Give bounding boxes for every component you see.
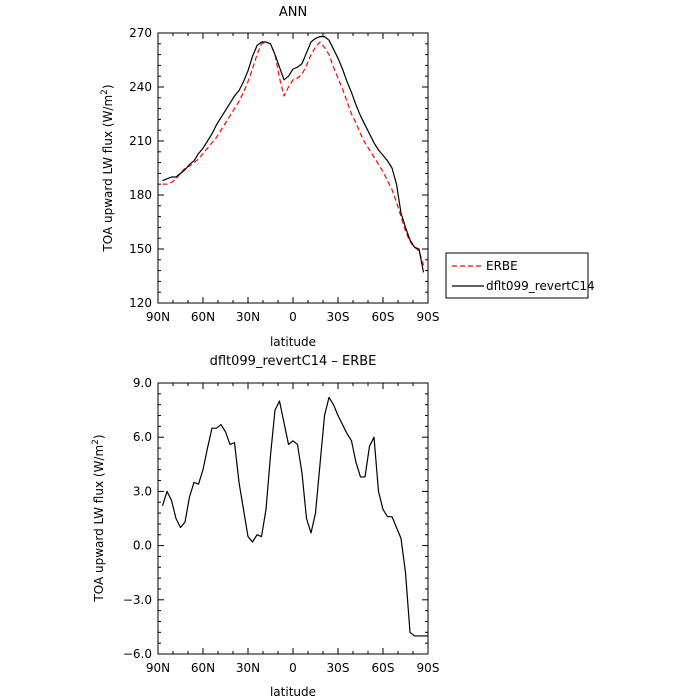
top-ytick-label: 210 [129,134,152,148]
bottom-xtick-label: 90N [146,661,170,675]
top-series-line-1 [162,35,425,273]
top-series-line-0 [162,41,425,266]
bottom-ytick-label: 9.0 [133,376,152,390]
bottom-chart-ylabel: TOA upward LW flux (W/m2) [91,434,106,602]
top-ytick-label: 150 [129,242,152,256]
top-chart-title: ANN [279,5,307,20]
top-chart-ylabel: TOA upward LW flux (W/m2) [100,84,115,252]
top-xtick-label: 30S [327,310,350,324]
top-xtick-label: 90S [417,310,440,324]
top-ytick-label: 240 [129,80,152,94]
bottom-xtick-label: 60N [191,661,215,675]
bottom-chart-frame [157,382,429,655]
legend-label-model: dflt099_revertC14 [486,279,595,293]
bottom-xtick-label: 90S [417,661,440,675]
top-panel: ANN 90N 60N 30N 0 30S 60S 90S 120 150 180 210 240 27… [100,5,595,349]
top-xtick-label: 60N [191,310,215,324]
bottom-xtick-label: 0 [289,661,297,675]
top-chart-ticks: 90N 60N 30N 0 30S 60S 90S 120 150 180 210 240 270 [129,26,439,324]
bottom-ytick-label: −6.0 [123,647,152,661]
top-xtick-label: 60S [372,310,395,324]
top-xtick-label: 30N [236,310,260,324]
bottom-ytick-label: 3.0 [133,484,152,498]
top-ytick-label: 120 [129,296,152,310]
bottom-xtick-label: 60S [372,661,395,675]
bottom-panel: dflt099_revertC14 – ERBE 90N 60N 30N 0 30S 60… [91,354,439,699]
top-xtick-label: 90N [146,310,170,324]
bottom-chart-xlabel: latitude [270,685,316,699]
top-chart-xlabel: latitude [270,335,316,349]
legend-label-erbe: ERBE [486,259,518,273]
bottom-ytick-label: 0.0 [133,539,152,553]
top-xtick-label: 0 [289,310,297,324]
bottom-ytick-label: 6.0 [133,430,152,444]
top-chart-lines [162,35,425,273]
bottom-xtick-label: 30N [236,661,260,675]
bottom-series-line-0 [161,396,428,637]
top-ytick-label: 180 [129,188,152,202]
legend-box [445,252,589,299]
top-ytick-label: 270 [129,26,152,40]
bottom-ytick-label: −3.0 [123,593,152,607]
bottom-chart-title: dflt099_revertC14 – ERBE [210,354,377,369]
top-chart-frame [157,32,429,304]
bottom-chart-lines [161,396,428,637]
bottom-xtick-label: 30S [327,661,350,675]
bottom-chart-ticks: 90N 60N 30N 0 30S 60S 90S −6.0 −3.0 0.0 3.0 6.0 9.0 [123,376,440,675]
legend: ERBE dflt099_revertC14 [445,252,595,299]
